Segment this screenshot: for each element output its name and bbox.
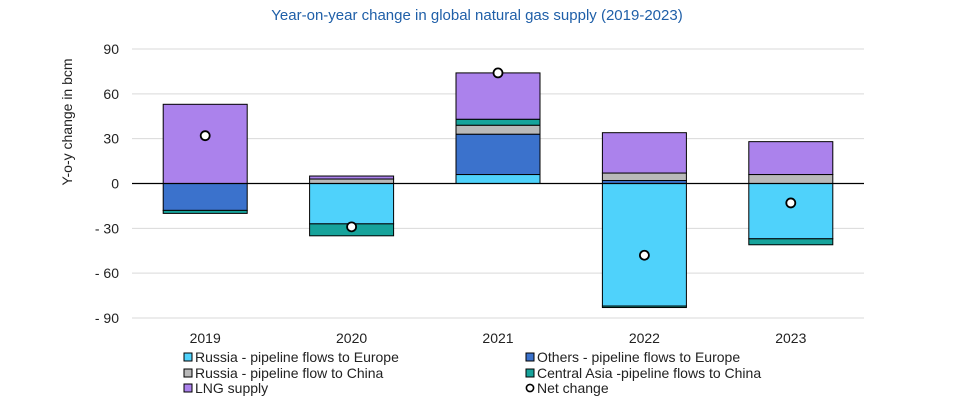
y-axis-label: Y-o-y change in bcm [59,58,75,185]
bar-segment [601,305,687,309]
bar-segment [748,183,834,240]
y-tick-label: - 60 [95,265,119,281]
net-change-marker [346,221,358,233]
y-tick-label: - 30 [95,220,119,236]
bar-segment [601,172,687,182]
net-change-markers [199,67,797,261]
y-tick-label: 90 [103,41,119,57]
chart-title: Year-on-year change in global natural ga… [271,7,682,24]
legend-label: Russia - pipeline flows to Europe [195,349,399,365]
bar-segment [455,174,541,185]
y-tick-label: 30 [103,131,119,147]
legend-swatch [525,368,535,378]
net-change-marker [785,197,797,209]
net-change-marker [199,130,211,142]
legend-swatch [183,352,193,362]
bar-segment [309,178,395,184]
legend-label: Others - pipeline flows to Europe [537,349,740,365]
bar-segment [455,133,541,176]
bar-segment [455,118,541,126]
legend-label: Russia - pipeline flow to China [195,365,384,381]
legend-swatch [183,368,193,378]
y-axis-ticks: 90 60 30 0 - 30 - 60 - 90 [95,41,119,326]
legend-label: Net change [537,380,609,396]
x-tick-label: 2023 [775,330,806,346]
x-tick-label: 2022 [629,330,660,346]
bar-segment [748,238,834,246]
legend: Russia - pipeline flows to Europe Others … [183,349,761,396]
y-tick-label: 60 [103,86,119,102]
bar-segment [162,209,248,214]
bars [162,72,834,309]
legend-label: Central Asia -pipeline flows to China [537,365,761,381]
legend-swatch [183,383,193,393]
net-change-marker [492,67,504,79]
x-tick-label: 2021 [482,330,513,346]
y-tick-label: - 90 [95,310,119,326]
bar-segment [601,183,687,307]
bar-segment [309,175,395,180]
bar-segment [455,72,541,120]
bar-segment [309,183,395,225]
x-tick-label: 2020 [336,330,367,346]
y-tick-label: 0 [111,176,119,192]
legend-marker [525,383,535,393]
x-tick-label: 2019 [190,330,221,346]
bar-segment [748,141,834,176]
bar-segment [601,132,687,174]
bar-segment [162,183,248,211]
bar-segment [162,103,248,184]
legend-label: LNG supply [195,380,268,396]
legend-swatch [525,352,535,362]
bar-segment [748,174,834,185]
net-change-marker [639,249,650,261]
x-axis-ticks: 2019 2020 2021 2022 2023 [190,330,807,346]
bar-segment [455,124,541,135]
